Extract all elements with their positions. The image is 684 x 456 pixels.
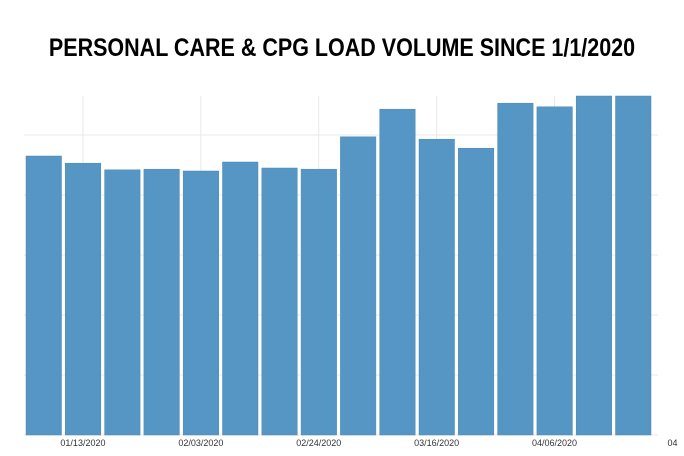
- bar-W6: [222, 161, 259, 436]
- bar-W14: [536, 106, 573, 436]
- bar-W8: [300, 168, 337, 436]
- bar-W3: [104, 169, 141, 436]
- x-tick-label: 04: [667, 438, 677, 448]
- x-tick-label: 02/24/2020: [296, 438, 341, 448]
- bar-W16: [615, 95, 652, 436]
- x-tick-label: 04/06/2020: [532, 438, 577, 448]
- x-axis-ticks: 01/13/2020 02/03/2020 02/24/2020 03/16/2020…: [60, 438, 677, 448]
- bar-W11: [418, 138, 455, 436]
- bar-W5: [182, 170, 219, 436]
- x-tick-label: 03/16/2020: [414, 438, 459, 448]
- bar-W4: [143, 168, 180, 436]
- bar-W7: [261, 167, 298, 436]
- x-tick-label: 01/13/2020: [60, 438, 105, 448]
- bar-W13: [497, 102, 534, 436]
- x-tick-label: 02/03/2020: [178, 438, 223, 448]
- bar-W9: [340, 136, 377, 436]
- bar-W2: [65, 162, 102, 436]
- chart-title: PERSONAL CARE & CPG LOAD VOLUME SINCE 1/…: [48, 34, 636, 62]
- bar-W10: [379, 108, 416, 436]
- bars: [25, 95, 652, 436]
- bar-W1: [25, 155, 62, 436]
- bar-W15: [575, 95, 612, 436]
- bar-W12: [458, 147, 495, 436]
